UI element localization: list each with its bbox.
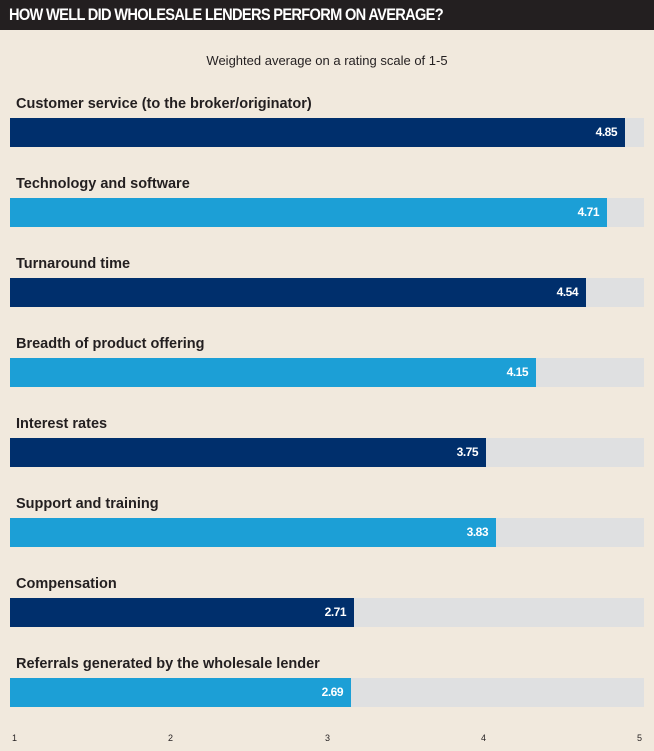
bar-value-label: 4.71 <box>577 205 600 219</box>
bar: 4.54 <box>10 278 586 307</box>
x-tick-label: 2 <box>168 733 174 743</box>
bar-track: 3.75 <box>10 438 644 467</box>
bar-value-label: 2.71 <box>324 605 347 619</box>
category-label: Customer service (to the broker/originat… <box>16 96 312 112</box>
bar-value-label: 4.85 <box>595 125 618 139</box>
bar-value-label: 3.83 <box>466 525 489 539</box>
bar: 4.15 <box>10 358 536 387</box>
category-label: Compensation <box>16 576 117 592</box>
category-label: Support and training <box>16 496 159 512</box>
chart-title: HOW WELL DID WHOLESALE LENDERS PERFORM O… <box>9 5 444 24</box>
bar: 4.85 <box>10 118 625 147</box>
x-tick-label: 4 <box>481 733 487 743</box>
bar: 3.83 <box>10 518 496 547</box>
chart-subtitle: Weighted average on a rating scale of 1-… <box>206 53 448 68</box>
bar-value-label: 4.15 <box>506 365 529 379</box>
x-tick-label: 1 <box>12 733 18 743</box>
bar-value-label: 4.54 <box>556 285 579 299</box>
bar-track: 3.83 <box>10 518 644 547</box>
bar: 2.69 <box>10 678 351 707</box>
bar-value-label: 3.75 <box>456 445 479 459</box>
bar: 4.71 <box>10 198 607 227</box>
chart-header: HOW WELL DID WHOLESALE LENDERS PERFORM O… <box>0 0 654 30</box>
bar: 3.75 <box>10 438 486 467</box>
category-label: Breadth of product offering <box>16 336 205 352</box>
bar: 2.71 <box>10 598 354 627</box>
bar-track: 4.85 <box>10 118 644 147</box>
bar-track: 2.69 <box>10 678 644 707</box>
bar-track: 2.71 <box>10 598 644 627</box>
category-label: Interest rates <box>16 416 108 432</box>
bar-track: 4.15 <box>10 358 644 387</box>
category-label: Referrals generated by the wholesale len… <box>16 656 320 672</box>
x-tick-label: 5 <box>637 733 643 743</box>
category-label: Turnaround time <box>16 256 131 272</box>
bar-value-label: 2.69 <box>321 685 344 699</box>
bar-track: 4.54 <box>10 278 644 307</box>
x-tick-label: 3 <box>325 733 331 743</box>
category-label: Technology and software <box>16 176 190 192</box>
bar-track: 4.71 <box>10 198 644 227</box>
